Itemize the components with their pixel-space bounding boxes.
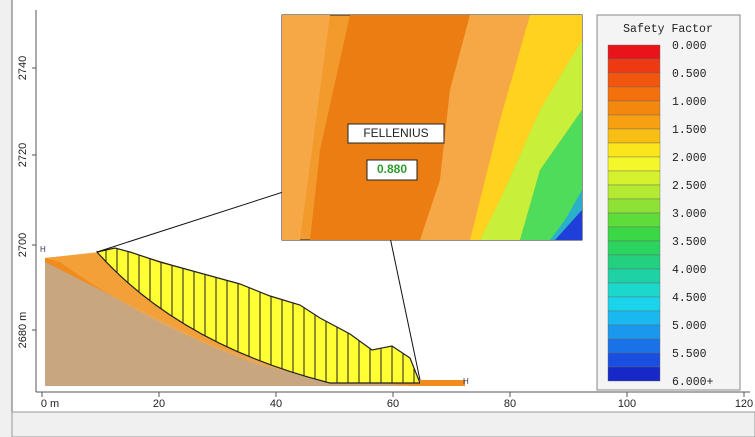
method-label: FELLENIUS <box>363 126 428 140</box>
legend-swatch <box>607 198 661 214</box>
legend-label: 1.500 <box>672 124 707 137</box>
x-tick-label: 60 <box>387 398 399 410</box>
x-tick-label: 100 <box>618 398 636 410</box>
y-tick-label: 2680 m <box>17 312 29 349</box>
crest-marker: H <box>40 245 46 254</box>
legend-swatch <box>607 142 661 158</box>
legend-label: 3.500 <box>672 236 707 249</box>
legend-swatch <box>607 58 661 74</box>
legend-swatch <box>607 268 661 284</box>
legend-swatch <box>607 226 661 242</box>
legend-swatch <box>607 366 661 382</box>
legend-label: 4.500 <box>672 292 707 305</box>
x-tick-label: 40 <box>270 398 282 410</box>
y-tick-label: 2700 <box>17 233 29 257</box>
x-tick-label: 120 <box>735 398 753 410</box>
toe-marker: H <box>463 377 469 386</box>
legend-swatch <box>607 240 661 256</box>
legend-swatch <box>607 324 661 340</box>
legend-label: 4.000 <box>672 264 707 277</box>
legend-swatch <box>607 296 661 312</box>
legend-swatch <box>607 114 661 130</box>
legend-label: 5.500 <box>672 348 707 361</box>
toe <box>420 380 465 385</box>
legend-label: 1.000 <box>672 96 707 109</box>
legend-swatch <box>607 338 661 354</box>
legend-label: 0.500 <box>672 68 707 81</box>
safety-factor: 0.880 <box>377 162 407 176</box>
legend-label: 2.500 <box>672 180 707 193</box>
legend-swatch <box>607 128 661 144</box>
legend-label: 6.000+ <box>672 376 714 389</box>
legend-swatch <box>607 44 661 60</box>
legend-swatch <box>607 310 661 326</box>
legend-swatch <box>607 100 661 116</box>
legend-swatch <box>607 86 661 102</box>
legend-swatch <box>607 184 661 200</box>
legend-swatch <box>607 352 661 368</box>
legend-swatch <box>607 170 661 186</box>
y-tick-label: 2720 <box>17 143 29 167</box>
x-tick-label: 80 <box>504 398 516 410</box>
legend-swatch <box>607 156 661 172</box>
legend-swatch <box>607 254 661 270</box>
factor-box <box>366 159 418 181</box>
legend-label: 3.000 <box>672 208 707 221</box>
x-tick-label: 0 m <box>41 398 59 410</box>
status-strip <box>11 411 755 437</box>
legend-swatch <box>607 282 661 298</box>
legend-label: 5.000 <box>672 320 707 333</box>
legend-label: 2.000 <box>672 152 707 165</box>
y-tick-label: 2740 <box>17 56 29 80</box>
method-box <box>347 123 445 144</box>
legend-label: 0.000 <box>672 40 707 53</box>
legend-swatch <box>607 212 661 228</box>
failure-zone-outer <box>45 252 420 386</box>
x-tick-label: 20 <box>153 398 165 410</box>
legend-swatch <box>607 72 661 88</box>
legend-title: Safety Factor <box>623 23 713 36</box>
